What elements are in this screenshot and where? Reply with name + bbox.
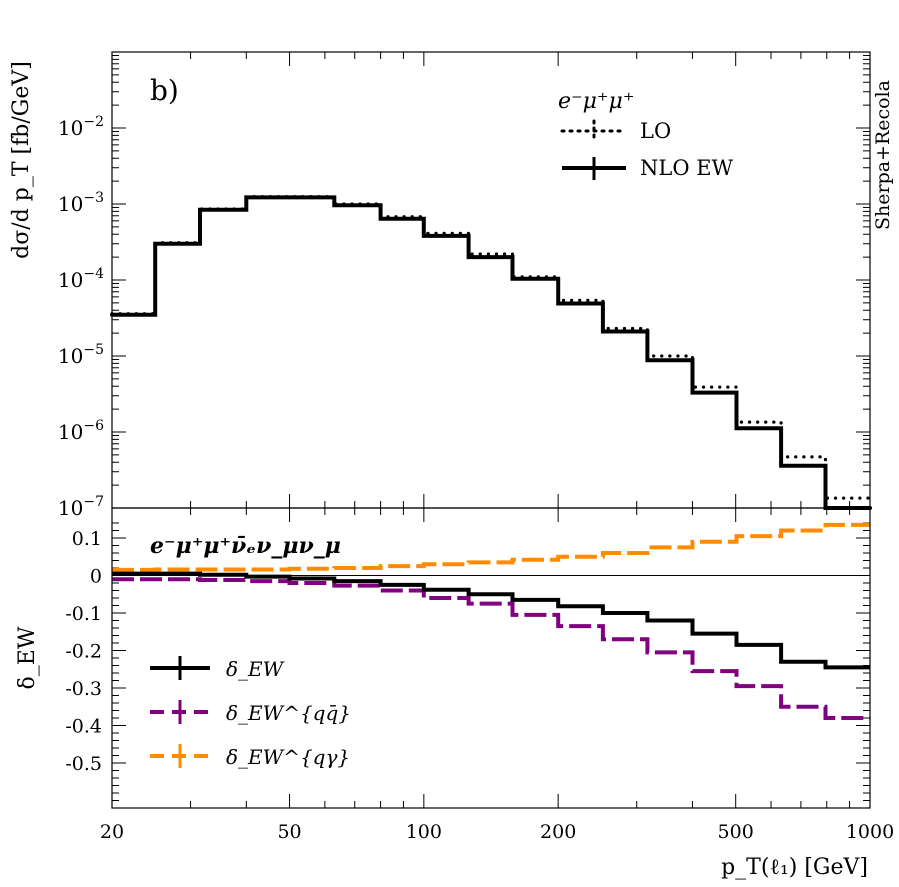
delta-ew-series — [112, 571, 870, 670]
top-panel-ticks: 10−2 10−3 10−4 10−5 10−6 10−7 — [58, 51, 871, 520]
delta-ew-qgamma-series — [112, 522, 870, 572]
top-y-axis-label: dσ/d p_T [fb/GeV] — [9, 61, 34, 259]
bottom-legend: δ_EW δ_EW^{qq̄} δ_EW^{qγ} — [150, 656, 351, 769]
y-tick-label: 10−7 — [58, 494, 104, 520]
bottom-panel-frame — [111, 507, 871, 809]
y-tick-label: -0.2 — [65, 641, 102, 663]
y-tick-label: 10−3 — [58, 190, 104, 216]
x-tick-label: 50 — [277, 821, 301, 843]
y-tick-label: 10−5 — [58, 342, 104, 368]
legend-dqg-label: δ_EW^{qγ} — [226, 745, 350, 769]
y-tick-label: -0.1 — [65, 603, 102, 625]
top-legend: e⁻μ⁺μ⁺ LO NLO EW — [558, 89, 734, 180]
nlo-ew-series — [110, 195, 872, 510]
y-tick-label: 0 — [90, 566, 102, 588]
top-panel-frame — [111, 51, 871, 509]
y-tick-label: -0.3 — [65, 678, 102, 700]
bottom-y-axis-label: δ_EW — [15, 626, 40, 689]
x-tick-label: 200 — [540, 821, 576, 843]
y-tick-label: 10−2 — [58, 114, 104, 140]
legend-dew-label: δ_EW — [226, 657, 285, 681]
delta-ew-qqbar-series — [112, 577, 870, 720]
x-tick-label: 100 — [406, 821, 442, 843]
process-label: e⁻μ⁺μ⁺ν̄ₑν_μν_μ — [150, 533, 341, 559]
y-tick-label: 0.1 — [72, 528, 102, 550]
lo-series — [110, 195, 872, 500]
bottom-panel-series — [112, 522, 870, 720]
y-tick-label: 10−6 — [58, 418, 104, 444]
x-tick-label: 500 — [718, 821, 754, 843]
side-label: Sherpa+Recola — [872, 80, 894, 230]
y-tick-label: -0.4 — [65, 716, 102, 738]
x-tick-label: 20 — [100, 821, 124, 843]
top-panel-series — [110, 195, 872, 510]
y-tick-label: -0.5 — [65, 753, 102, 775]
legend-nlo-label: NLO EW — [640, 156, 734, 180]
x-tick-label: 1000 — [846, 821, 894, 843]
panel-label: b) — [150, 74, 179, 107]
y-tick-label: 10−4 — [58, 266, 104, 292]
legend-lo-label: LO — [640, 119, 671, 143]
legend-title: e⁻μ⁺μ⁺ — [558, 89, 634, 114]
x-axis-label: p_T(ℓ₁) [GeV] — [721, 855, 868, 880]
legend-dqq-label: δ_EW^{qq̄} — [226, 701, 351, 725]
